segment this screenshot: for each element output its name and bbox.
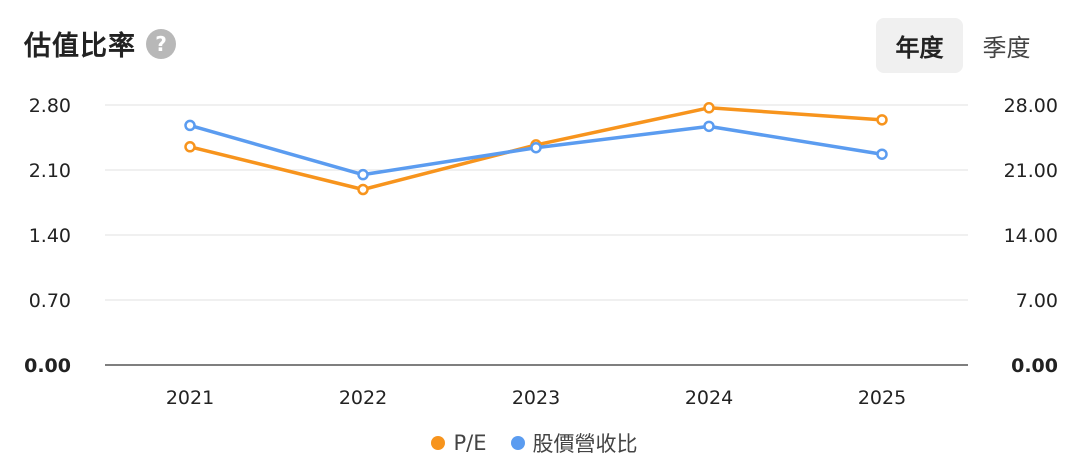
- right-tick-label: 7.00: [1016, 290, 1058, 312]
- left-tick-label: 2.80: [29, 95, 71, 117]
- chart-header: 估值比率 ?: [24, 24, 176, 63]
- right-tick-label: 21.00: [1004, 160, 1058, 182]
- legend-dot-ps: [510, 436, 525, 450]
- tab-quarterly[interactable]: 季度: [982, 34, 1031, 62]
- help-icon[interactable]: ?: [146, 28, 176, 59]
- legend-label-ps: 股價營收比: [532, 432, 638, 456]
- ps-data-point: [530, 141, 542, 154]
- ps-data-point: [357, 168, 369, 181]
- left-tick-label: 1.40: [29, 225, 71, 247]
- chart-legend: P/E 股價營收比: [0, 428, 1069, 458]
- left-tick-label: 0.00: [24, 355, 71, 377]
- x-tick-label: 2024: [685, 387, 733, 409]
- tab-annual[interactable]: 年度: [876, 18, 963, 73]
- pe-data-point: [184, 141, 196, 153]
- pe-data-point: [876, 114, 888, 126]
- x-tick-label: 2025: [858, 387, 906, 409]
- legend-item-ps[interactable]: 股價營收比: [510, 428, 638, 458]
- chart-title: 估值比率: [24, 31, 136, 62]
- right-tick-label: 14.00: [1004, 225, 1058, 247]
- right-tick-label: 0.00: [1011, 355, 1058, 377]
- left-tick-label: 0.70: [29, 290, 71, 312]
- period-tabs: 年度 季度: [876, 18, 1050, 73]
- x-tick-label: 2022: [339, 387, 387, 409]
- legend-label-pe: P/E: [453, 431, 487, 455]
- right-tick-label: 28.00: [1004, 95, 1058, 117]
- x-tick-label: 2023: [512, 387, 560, 409]
- legend-item-pe[interactable]: P/E: [431, 431, 487, 455]
- pe-data-point: [357, 183, 369, 196]
- legend-dot-pe: [431, 436, 446, 450]
- ps-data-point: [703, 120, 715, 133]
- x-tick-label: 2021: [166, 387, 214, 409]
- ps-data-point: [876, 148, 888, 160]
- pe-data-point: [703, 102, 715, 114]
- ps-data-point: [184, 119, 196, 132]
- left-tick-label: 2.10: [29, 160, 71, 182]
